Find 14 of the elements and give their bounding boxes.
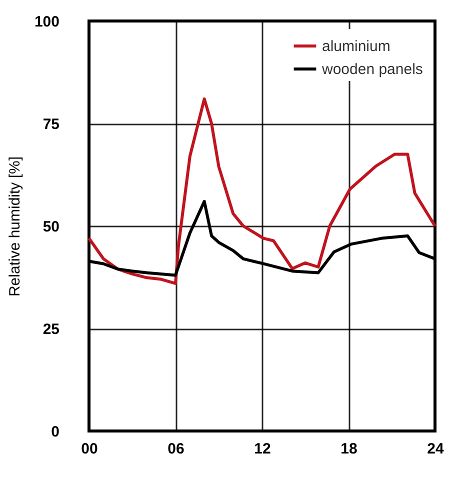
x-tick-label: 06 [168,440,184,458]
x-tick-label: 00 [81,440,98,458]
legend-label: wooden panels [321,61,423,78]
legend-label: aluminium [322,38,390,55]
y-axis-title: Relative humidity [%] [6,156,24,297]
x-tick-label: 12 [254,440,271,458]
y-tick-label: 50 [42,218,60,236]
y-tick-label: 75 [42,116,60,133]
line-series [88,97,436,285]
y-tick-label: 100 [34,14,60,30]
x-tick-label: 24 [427,440,444,458]
x-tick-label: 18 [340,440,358,458]
y-tick-label: 0 [51,424,60,440]
y-tick-label: 25 [42,321,60,338]
